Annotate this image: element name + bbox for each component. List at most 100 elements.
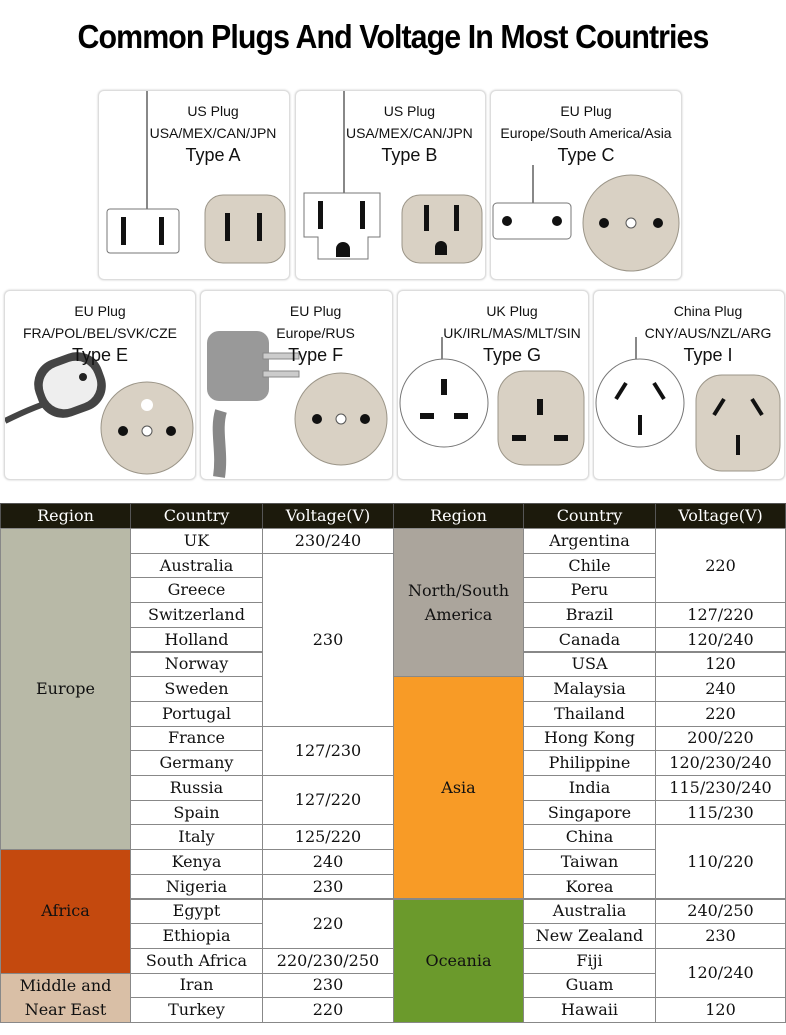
country: India xyxy=(523,775,656,801)
plug-name: EU Plug xyxy=(289,303,342,319)
voltage: 240 xyxy=(262,849,394,875)
country: France xyxy=(130,725,263,752)
voltage: 230 xyxy=(262,552,394,727)
plug-illustration xyxy=(595,337,781,472)
plug-drawing xyxy=(360,201,365,229)
voltage: 115/230/240 xyxy=(655,775,786,801)
plug-drawing xyxy=(502,216,512,226)
plug-drawing xyxy=(653,218,663,228)
voltage: 220 xyxy=(262,997,394,1023)
country: Brazil xyxy=(523,602,656,628)
column-header: Region xyxy=(393,503,524,529)
plug-drawing xyxy=(454,413,468,419)
country: Turkey xyxy=(130,997,263,1023)
country: Egypt xyxy=(130,898,263,925)
plug-drawing xyxy=(625,217,637,229)
country: USA xyxy=(523,651,656,678)
plug-drawing xyxy=(121,217,126,245)
plug-illustration xyxy=(207,331,388,478)
country: Taiwan xyxy=(523,849,656,875)
country: Portugal xyxy=(130,700,263,727)
plug-drawing xyxy=(159,217,164,245)
plug-drawing xyxy=(360,414,370,424)
column-header: Voltage(V) xyxy=(262,503,394,529)
plug-illustration xyxy=(399,337,585,466)
plug-name: EU Plug xyxy=(560,103,612,119)
plug-card: UK Plug UK/IRL/MAS/MLT/SIN Type G xyxy=(397,290,589,480)
country: Australia xyxy=(130,552,263,579)
plug-drawing xyxy=(454,205,459,231)
country: Fiji xyxy=(523,947,656,974)
voltage: 220 xyxy=(655,528,786,604)
column-header: Voltage(V) xyxy=(655,503,786,529)
plug-drawing xyxy=(554,435,568,441)
plug-drawing xyxy=(599,218,609,228)
region: Oceania xyxy=(393,898,524,1023)
plug-drawing xyxy=(212,409,227,478)
plug-drawing xyxy=(401,194,483,264)
voltage: 120 xyxy=(655,651,786,678)
plug-drawing xyxy=(336,242,350,257)
voltage: 127/230 xyxy=(262,725,394,776)
country: Malaysia xyxy=(523,676,656,702)
plug-drawing xyxy=(652,381,666,401)
plug-drawing xyxy=(614,381,628,401)
plug-drawing xyxy=(712,397,726,417)
plug-card: China Plug CNY/AUS/NZL/ARG Type I xyxy=(593,290,785,480)
voltage: 120/240 xyxy=(655,947,786,999)
country: Canada xyxy=(523,626,656,653)
voltage: 127/220 xyxy=(655,602,786,628)
country: Philippine xyxy=(523,750,656,776)
country: Germany xyxy=(130,750,263,776)
plug-name: US Plug xyxy=(383,103,436,119)
plug-drawing xyxy=(79,373,87,381)
voltage: 120/240 xyxy=(655,626,786,653)
plug-drawing xyxy=(257,213,262,241)
voltage: 230 xyxy=(262,972,394,999)
voltage: 200/220 xyxy=(655,725,786,752)
plug-type: Type F xyxy=(288,345,344,365)
plug-drawing xyxy=(512,435,526,441)
plug-regions: CNY/AUS/NZL/ARG xyxy=(644,325,772,341)
voltage: 110/220 xyxy=(655,824,786,900)
voltage: 220/230/250 xyxy=(262,947,394,974)
region: Africa xyxy=(0,849,131,974)
plug-drawing xyxy=(141,425,153,437)
plug-drawing xyxy=(204,194,286,264)
voltage: 240 xyxy=(655,676,786,702)
column-header: Country xyxy=(130,503,263,529)
plug-card: US Plug USA/MEX/CAN/JPN Type A xyxy=(98,90,290,280)
voltage: 220 xyxy=(262,898,394,949)
plug-drawing xyxy=(42,360,98,410)
plug-name: China Plug xyxy=(673,303,743,319)
country: Greece xyxy=(130,577,263,604)
plug-card: EU Plug Europe/RUS Type F xyxy=(200,290,393,480)
plug-drawing xyxy=(537,399,543,415)
country: Italy xyxy=(130,824,263,851)
plug-illustration xyxy=(492,165,680,272)
column-header: Country xyxy=(523,503,656,529)
region: Middle and Near East xyxy=(0,972,131,1023)
plug-type: Type G xyxy=(482,345,542,365)
country: Russia xyxy=(130,775,263,801)
voltage: 115/230 xyxy=(655,799,786,826)
plug-drawing xyxy=(141,399,153,411)
plug-drawing xyxy=(750,397,764,417)
plug-drawing xyxy=(118,426,128,436)
plug-regions: Europe/South America/Asia xyxy=(500,125,672,141)
country: Spain xyxy=(130,799,263,826)
country: Guam xyxy=(523,972,656,999)
plug-name: EU Plug xyxy=(74,303,126,319)
plug-drawing xyxy=(497,370,585,466)
plug-drawing xyxy=(262,370,300,378)
plug-card: US Plug USA/MEX/CAN/JPN Type B xyxy=(295,90,486,280)
plug-drawing xyxy=(207,331,269,401)
plug-drawing xyxy=(106,208,180,254)
country: New Zealand xyxy=(523,923,656,949)
plug-drawing xyxy=(312,414,322,424)
plug-drawing xyxy=(435,241,447,255)
plug-drawing xyxy=(166,426,176,436)
plug-drawing xyxy=(441,379,447,395)
country: South Africa xyxy=(130,947,263,974)
